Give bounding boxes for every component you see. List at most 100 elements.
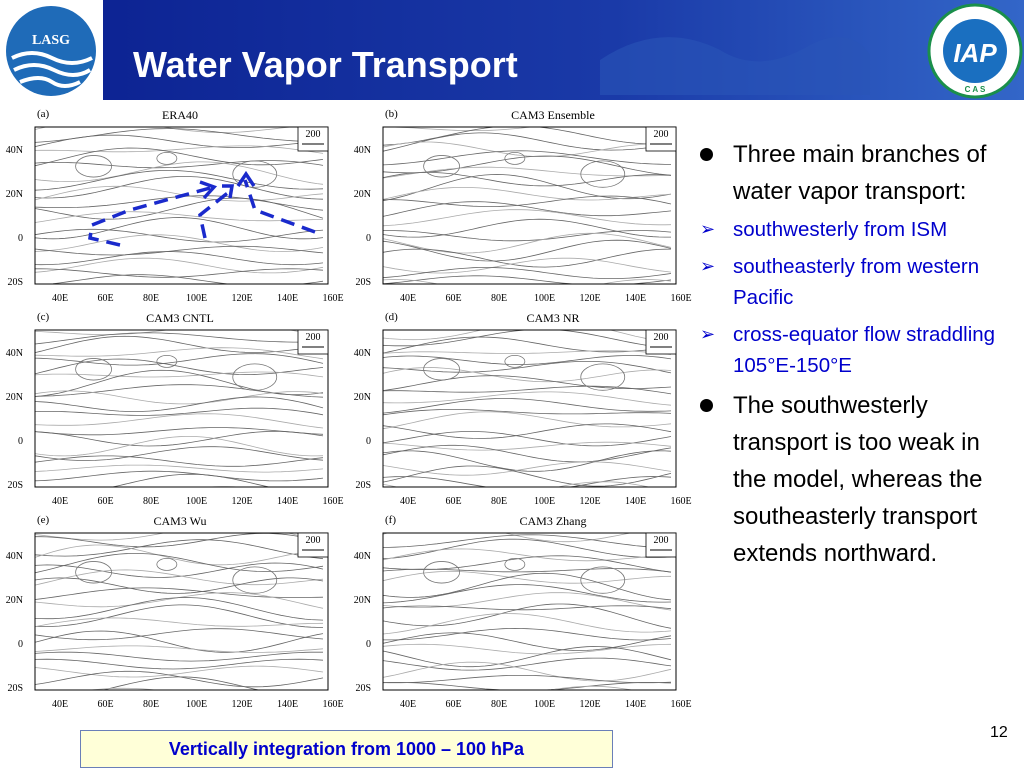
ref-label: 200 xyxy=(654,129,669,140)
streamline xyxy=(35,358,324,376)
lat-label: 0 xyxy=(18,639,23,650)
streamlines xyxy=(35,330,324,487)
streamline xyxy=(383,141,672,157)
lon-label: 100E xyxy=(186,293,207,304)
lat-label: 40N xyxy=(6,348,23,359)
streamline xyxy=(383,230,672,242)
streamlines xyxy=(383,127,672,284)
lon-label: 160E xyxy=(322,496,343,507)
streamline xyxy=(383,646,672,668)
streamline xyxy=(35,592,324,609)
streamline xyxy=(35,470,324,482)
sub-bullet: southeasterly from western Pacific xyxy=(700,251,1018,313)
streamline xyxy=(383,538,672,560)
panel-label: (b) xyxy=(385,108,398,120)
ref-label: 200 xyxy=(654,332,669,343)
streamline xyxy=(35,251,324,266)
lat-label: 40N xyxy=(6,551,23,562)
streamline xyxy=(110,473,271,487)
lat-label: 0 xyxy=(366,436,371,447)
lon-label: 80E xyxy=(143,496,159,507)
streamline xyxy=(383,275,672,284)
logo-left-text: LASG xyxy=(32,33,70,48)
streamline xyxy=(383,613,672,635)
streamline xyxy=(35,390,324,405)
lon-label: 140E xyxy=(625,496,646,507)
streamline xyxy=(383,409,672,416)
streamline xyxy=(35,533,324,548)
lon-label: 160E xyxy=(322,293,343,304)
lon-label: 40E xyxy=(52,699,68,710)
streamline xyxy=(35,577,324,594)
streamline xyxy=(383,385,672,395)
lon-label: 100E xyxy=(534,293,555,304)
lon-label: 80E xyxy=(491,496,507,507)
streamline xyxy=(35,396,324,412)
panel-title: CAM3 CNTL xyxy=(146,311,214,325)
panel-title: CAM3 NR xyxy=(526,311,579,325)
streamline xyxy=(46,274,324,284)
streamlines xyxy=(35,127,324,284)
streamline xyxy=(383,367,672,383)
panel-label: (c) xyxy=(37,311,50,323)
vortex xyxy=(580,363,626,391)
streamline xyxy=(35,665,324,678)
map-frame xyxy=(382,532,677,691)
lon-label: 80E xyxy=(491,699,507,710)
footer-note: Vertically integration from 1000 – 100 h… xyxy=(80,730,613,768)
logo-left-waves xyxy=(11,51,93,88)
arrow-ce xyxy=(198,188,234,239)
arrow-heads xyxy=(199,170,256,200)
streamline xyxy=(383,423,672,439)
streamline xyxy=(383,605,672,611)
streamline xyxy=(35,604,324,628)
streamline xyxy=(199,486,247,487)
lon-label: 100E xyxy=(186,496,207,507)
streamline xyxy=(35,617,324,627)
lon-label: 40E xyxy=(400,496,416,507)
ref-label: 200 xyxy=(306,129,321,140)
streamline xyxy=(35,651,324,662)
lon-label: 160E xyxy=(322,699,343,710)
streamline xyxy=(383,330,672,349)
logo-right-sub: C A S xyxy=(965,85,986,94)
streamline xyxy=(35,630,324,653)
ref-box xyxy=(297,532,329,558)
streamline xyxy=(383,398,672,414)
lat-label: 20N xyxy=(354,595,371,606)
lat-label: 20S xyxy=(7,480,23,491)
lon-label: 160E xyxy=(670,496,691,507)
streamline xyxy=(383,441,672,451)
lat-label: 0 xyxy=(18,233,23,244)
vortex xyxy=(232,363,278,391)
lat-label: 20S xyxy=(7,277,23,288)
slide-title: Water Vapor Transport xyxy=(133,44,518,85)
sub-bullet: cross-equator flow straddling 105°E-150°… xyxy=(700,319,1018,381)
streamline xyxy=(35,407,324,416)
annotation-arrows xyxy=(88,179,316,247)
lon-label: 120E xyxy=(579,699,600,710)
page-number: 12 xyxy=(990,724,1008,741)
streamline xyxy=(35,431,324,447)
streamline xyxy=(35,645,324,653)
lon-label: 100E xyxy=(534,699,555,710)
panel-label: (f) xyxy=(385,514,396,526)
panel-label: (e) xyxy=(37,514,50,526)
lon-label: 140E xyxy=(277,699,298,710)
streamline xyxy=(35,544,324,566)
map-frame xyxy=(34,329,329,488)
streamline xyxy=(383,279,672,284)
lon-label: 100E xyxy=(186,699,207,710)
map-panel: 200 (c) CAM3 CNTL 40N 20N 0 20S 40E 60E 80E 100E 12… xyxy=(6,311,344,507)
streamline xyxy=(35,446,324,462)
panel-title: CAM3 Ensemble xyxy=(511,108,595,122)
lat-label: 20N xyxy=(354,189,371,200)
streamline xyxy=(35,436,324,457)
bullet: The southwesterly transport is too weak … xyxy=(700,387,1018,572)
streamline xyxy=(35,332,324,345)
lon-label: 60E xyxy=(445,496,461,507)
vortex xyxy=(156,151,178,165)
streamline xyxy=(383,166,672,179)
streamline xyxy=(35,628,324,641)
